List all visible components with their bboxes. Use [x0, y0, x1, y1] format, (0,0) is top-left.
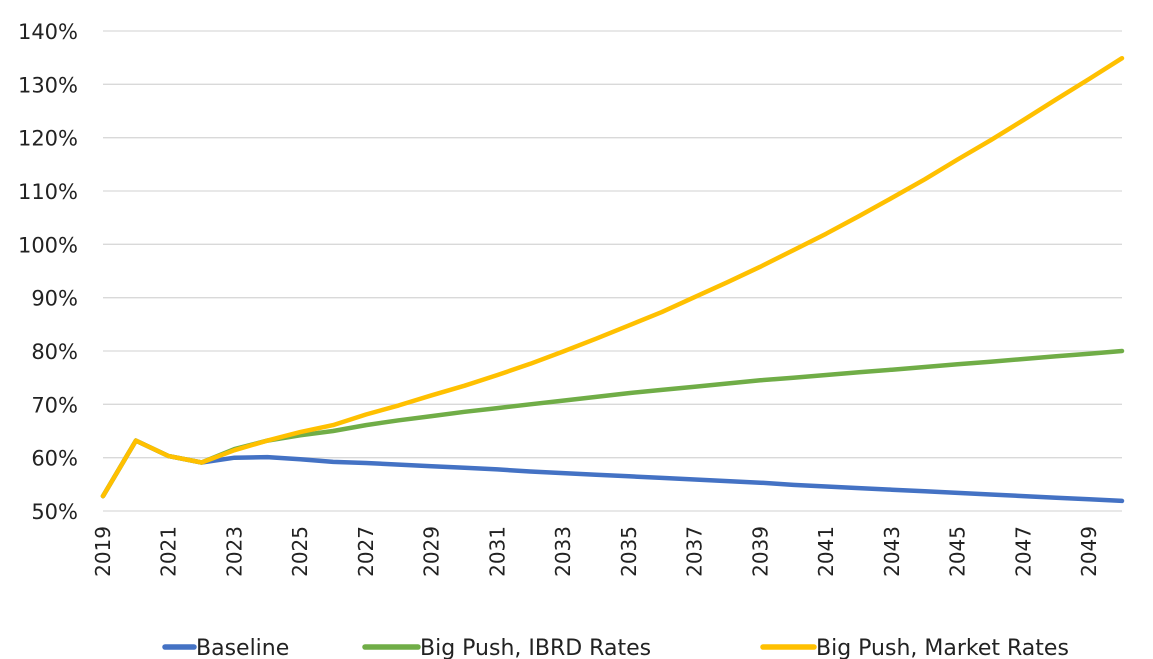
x-tick-label: 2035 — [617, 526, 641, 577]
x-tick-label: 2025 — [288, 526, 312, 577]
y-tick-label: 130% — [18, 73, 78, 97]
y-tick-label: 110% — [18, 180, 78, 204]
y-tick-label: 50% — [31, 500, 78, 524]
x-tick-label: 2039 — [748, 526, 772, 577]
x-tick-label: 2045 — [946, 526, 970, 577]
y-tick-label: 90% — [31, 287, 78, 311]
y-tick-label: 120% — [18, 127, 78, 151]
x-tick-label: 2031 — [485, 526, 509, 577]
x-tick-label: 2041 — [814, 526, 838, 577]
y-tick-label: 60% — [31, 447, 78, 471]
legend: Baseline Big Push, IBRD Rates Big Push, Ma… — [162, 636, 1069, 659]
legend-label: Big Push, IBRD Rates — [420, 636, 651, 659]
y-axis-tick-labels: 50% 60% 70% 80% 90% 100% 110% 120% 130% 140% — [18, 20, 78, 524]
y-tick-label: 100% — [18, 233, 78, 257]
series-line-baseline — [100, 438, 1125, 504]
legend-label: Baseline — [196, 636, 289, 659]
x-tick-label: 2019 — [91, 526, 115, 577]
legend-label: Big Push, Market Rates — [816, 636, 1069, 659]
x-tick-label: 2047 — [1011, 526, 1035, 577]
x-tick-label: 2021 — [157, 526, 181, 577]
gridlines — [103, 30, 1122, 512]
y-tick-label: 80% — [31, 340, 78, 364]
x-tick-label: 2029 — [420, 526, 444, 577]
y-tick-label: 70% — [31, 393, 78, 417]
x-tick-label: 2023 — [222, 526, 246, 577]
y-tick-label: 140% — [18, 20, 78, 44]
x-tick-label: 2037 — [683, 526, 707, 577]
x-tick-label: 2049 — [1077, 526, 1101, 577]
series-line-big-push-market-rates — [100, 55, 1125, 499]
x-tick-label: 2033 — [551, 526, 575, 577]
x-axis-tick-labels: 2019 2021 2023 2025 2027 2029 2031 2033 2035 2037… — [91, 526, 1101, 577]
x-tick-label: 2027 — [354, 526, 378, 577]
x-tick-label: 2043 — [880, 526, 904, 577]
series-lines — [100, 55, 1125, 504]
